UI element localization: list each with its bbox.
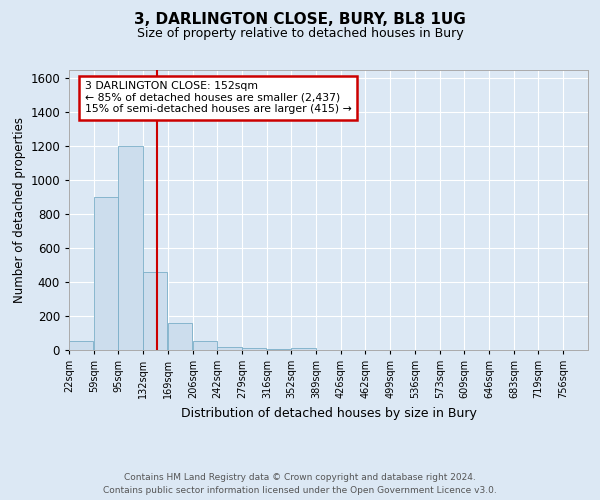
Bar xyxy=(242,348,266,350)
Bar xyxy=(143,272,167,350)
Bar xyxy=(69,340,94,350)
Bar xyxy=(118,146,143,350)
Bar xyxy=(168,323,193,350)
Text: 3, DARLINGTON CLOSE, BURY, BL8 1UG: 3, DARLINGTON CLOSE, BURY, BL8 1UG xyxy=(134,12,466,28)
Text: 3 DARLINGTON CLOSE: 152sqm
← 85% of detached houses are smaller (2,437)
15% of s: 3 DARLINGTON CLOSE: 152sqm ← 85% of deta… xyxy=(85,81,352,114)
Bar xyxy=(267,348,292,350)
Bar xyxy=(291,348,316,350)
Bar xyxy=(217,346,242,350)
Bar xyxy=(94,198,118,350)
Text: Size of property relative to detached houses in Bury: Size of property relative to detached ho… xyxy=(137,28,463,40)
X-axis label: Distribution of detached houses by size in Bury: Distribution of detached houses by size … xyxy=(181,406,476,420)
Text: Contains public sector information licensed under the Open Government Licence v3: Contains public sector information licen… xyxy=(103,486,497,495)
Bar xyxy=(193,340,217,350)
Y-axis label: Number of detached properties: Number of detached properties xyxy=(13,117,26,303)
Text: Contains HM Land Registry data © Crown copyright and database right 2024.: Contains HM Land Registry data © Crown c… xyxy=(124,472,476,482)
